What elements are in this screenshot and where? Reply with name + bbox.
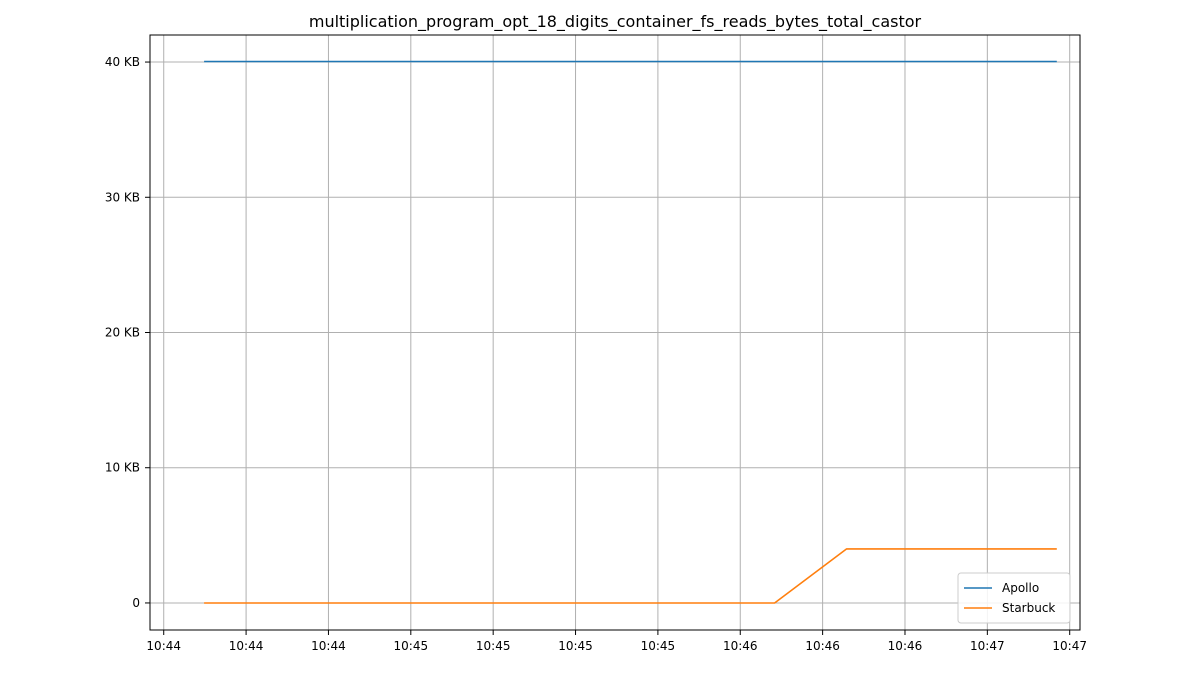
grid-layer <box>150 35 1080 630</box>
x-tick-label: 10:47 <box>970 639 1005 653</box>
x-tick-label: 10:45 <box>558 639 593 653</box>
x-tick-label: 10:44 <box>146 639 181 653</box>
x-tick-label: 10:46 <box>805 639 840 653</box>
x-tick-label: 10:44 <box>229 639 264 653</box>
series-layer <box>204 60 1057 604</box>
legend-label-starbuck: Starbuck <box>1002 601 1055 615</box>
series-line-starbuck <box>204 548 1057 604</box>
x-tick-label: 10:46 <box>888 639 923 653</box>
axis-layer: 10:44 10:44 10:44 10:45 10:45 10:45 10:45 10:46… <box>105 55 1087 653</box>
y-tick-label: 30 KB <box>105 190 140 204</box>
legend: Apollo Starbuck <box>957 572 1071 624</box>
y-tick-label: 20 KB <box>105 326 140 340</box>
x-tick-label: 10:45 <box>394 639 429 653</box>
chart-title: multiplication_program_opt_18_digits_con… <box>309 12 922 32</box>
y-tick-label: 40 KB <box>105 55 140 69</box>
y-tick-label: 10 KB <box>105 461 140 475</box>
legend-label-apollo: Apollo <box>1002 581 1039 595</box>
x-tick-label: 10:47 <box>1052 639 1087 653</box>
y-tick-label: 0 <box>132 596 140 610</box>
x-tick-label: 10:45 <box>641 639 676 653</box>
x-tick-label: 10:45 <box>476 639 511 653</box>
x-tick-label: 10:46 <box>723 639 758 653</box>
legend-box <box>957 572 1071 624</box>
x-tick-label: 10:44 <box>311 639 346 653</box>
